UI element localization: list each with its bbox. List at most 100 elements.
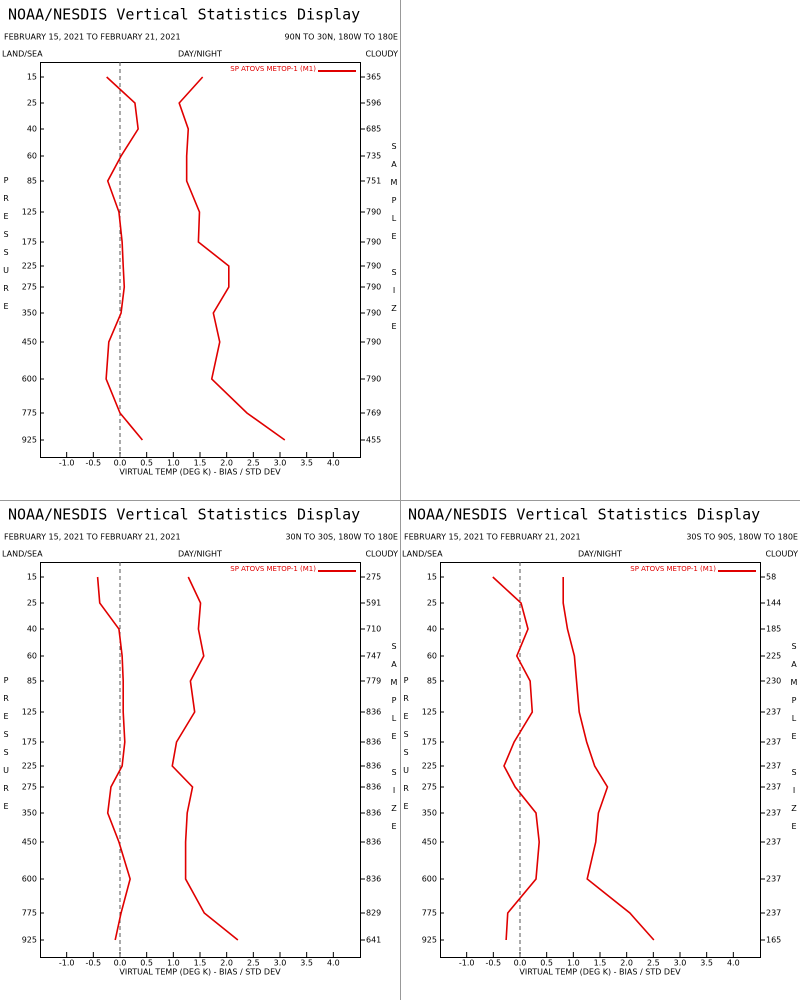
sample-size: 836 — [366, 838, 381, 847]
sample-size: 144 — [766, 599, 781, 608]
y-tick-label: 350 — [422, 809, 437, 818]
sample-size: 185 — [766, 625, 781, 634]
y-axis-label: PRESSURE — [2, 676, 11, 820]
x-tick-label: 2.0 — [620, 959, 633, 968]
sample-size: 836 — [366, 708, 381, 717]
y-tick-label: 175 — [22, 738, 37, 747]
region: 30S TO 90S, 180W TO 180E — [686, 533, 798, 542]
y-tick-label: 775 — [22, 409, 37, 418]
x-tick-label: -1.0 — [59, 959, 75, 968]
x-axis-label: VIRTUAL TEMP (DEG K) - BIAS / STD DEV — [119, 968, 281, 977]
sample-size: 641 — [366, 936, 381, 945]
x-tick-label: 2.5 — [647, 959, 660, 968]
sample-size: 790 — [366, 283, 381, 292]
sample-size: 747 — [366, 652, 381, 661]
day-night: DAY/NIGHT — [578, 550, 622, 559]
sample-size: 237 — [766, 809, 781, 818]
y-tick-label: 25 — [27, 99, 37, 108]
y-tick-label: 85 — [427, 677, 437, 686]
sample-size: 836 — [366, 738, 381, 747]
y-tick-label: 125 — [422, 708, 437, 717]
x-tick-label: 3.5 — [700, 959, 713, 968]
sample-size: 779 — [366, 677, 381, 686]
sample-size: 237 — [766, 909, 781, 918]
sample-size: 829 — [366, 909, 381, 918]
plot-frame — [440, 562, 761, 958]
sample-size: 237 — [766, 838, 781, 847]
y-tick-label: 85 — [27, 677, 37, 686]
y-tick-label: 600 — [422, 875, 437, 884]
x-tick-label: 0.0 — [114, 959, 127, 968]
sample-size: 237 — [766, 783, 781, 792]
day-night: DAY/NIGHT — [178, 550, 222, 559]
y-tick-label: 775 — [22, 909, 37, 918]
title: NOAA/NESDIS Vertical Statistics Display — [8, 506, 360, 524]
sample-size: 836 — [366, 783, 381, 792]
sample-size: 165 — [766, 936, 781, 945]
y2-axis-label: SAMPLE SIZE — [790, 642, 799, 840]
y-tick-label: 125 — [22, 208, 37, 217]
series-line — [562, 577, 655, 941]
date-range: FEBRUARY 15, 2021 TO FEBRUARY 21, 2021 — [4, 33, 181, 42]
sample-size: 230 — [766, 677, 781, 686]
x-axis-label: VIRTUAL TEMP (DEG K) - BIAS / STD DEV — [519, 968, 681, 977]
y-tick-label: 15 — [27, 73, 37, 82]
y-tick-label: 450 — [22, 338, 37, 347]
x-tick-label: 0.0 — [514, 959, 527, 968]
cloudy: CLOUDY — [765, 550, 798, 559]
x-tick-label: 3.0 — [674, 959, 687, 968]
x-tick-label: -1.0 — [59, 459, 75, 468]
y-tick-label: 40 — [427, 625, 437, 634]
sample-size: 685 — [366, 125, 381, 134]
sample-size: 237 — [766, 762, 781, 771]
y2-axis-label: SAMPLE SIZE — [390, 142, 399, 340]
sample-size: 836 — [366, 809, 381, 818]
y-tick-label: 600 — [22, 875, 37, 884]
series-line — [105, 76, 144, 441]
sample-size: 58 — [766, 573, 776, 582]
x-tick-label: 3.5 — [300, 459, 313, 468]
x-tick-label: 2.5 — [247, 959, 260, 968]
land-sea: LAND/SEA — [2, 50, 43, 59]
x-tick-label: -0.5 — [86, 459, 102, 468]
y-tick-label: 15 — [427, 573, 437, 582]
y-tick-label: 175 — [422, 738, 437, 747]
sample-size: 790 — [366, 262, 381, 271]
x-tick-label: 1.5 — [194, 959, 207, 968]
y-tick-label: 450 — [422, 838, 437, 847]
sample-size: 790 — [366, 309, 381, 318]
sample-size: 365 — [366, 73, 381, 82]
sample-size: 790 — [366, 238, 381, 247]
x-axis-label: VIRTUAL TEMP (DEG K) - BIAS / STD DEV — [119, 468, 281, 477]
sample-size: 225 — [766, 652, 781, 661]
sample-size: 790 — [366, 208, 381, 217]
series-line — [178, 76, 286, 441]
y-tick-label: 85 — [27, 177, 37, 186]
sample-size: 836 — [366, 762, 381, 771]
x-tick-label: 1.0 — [567, 959, 580, 968]
sample-size: 836 — [366, 875, 381, 884]
y-tick-label: 925 — [422, 936, 437, 945]
y-tick-label: 275 — [22, 783, 37, 792]
legend-label: SP ATOVS METOP-1 (M1) — [230, 65, 316, 73]
sample-size: 769 — [366, 409, 381, 418]
x-tick-label: 2.5 — [247, 459, 260, 468]
series-line — [96, 576, 131, 941]
x-tick-label: 0.0 — [114, 459, 127, 468]
sample-size: 735 — [366, 152, 381, 161]
y-tick-label: 350 — [22, 309, 37, 318]
y-tick-label: 225 — [22, 762, 37, 771]
region: 90N TO 30N, 180W TO 180E — [285, 33, 398, 42]
x-tick-label: 2.0 — [220, 959, 233, 968]
sample-size: 710 — [366, 625, 381, 634]
cloudy: CLOUDY — [365, 50, 398, 59]
y-tick-label: 275 — [422, 783, 437, 792]
legend-label: SP ATOVS METOP-1 (M1) — [630, 565, 716, 573]
y2-axis-label: SAMPLE SIZE — [390, 642, 399, 840]
y-tick-label: 225 — [422, 762, 437, 771]
y-tick-label: 25 — [427, 599, 437, 608]
land-sea: LAND/SEA — [402, 550, 443, 559]
sample-size: 790 — [366, 338, 381, 347]
x-tick-label: 3.0 — [274, 459, 287, 468]
